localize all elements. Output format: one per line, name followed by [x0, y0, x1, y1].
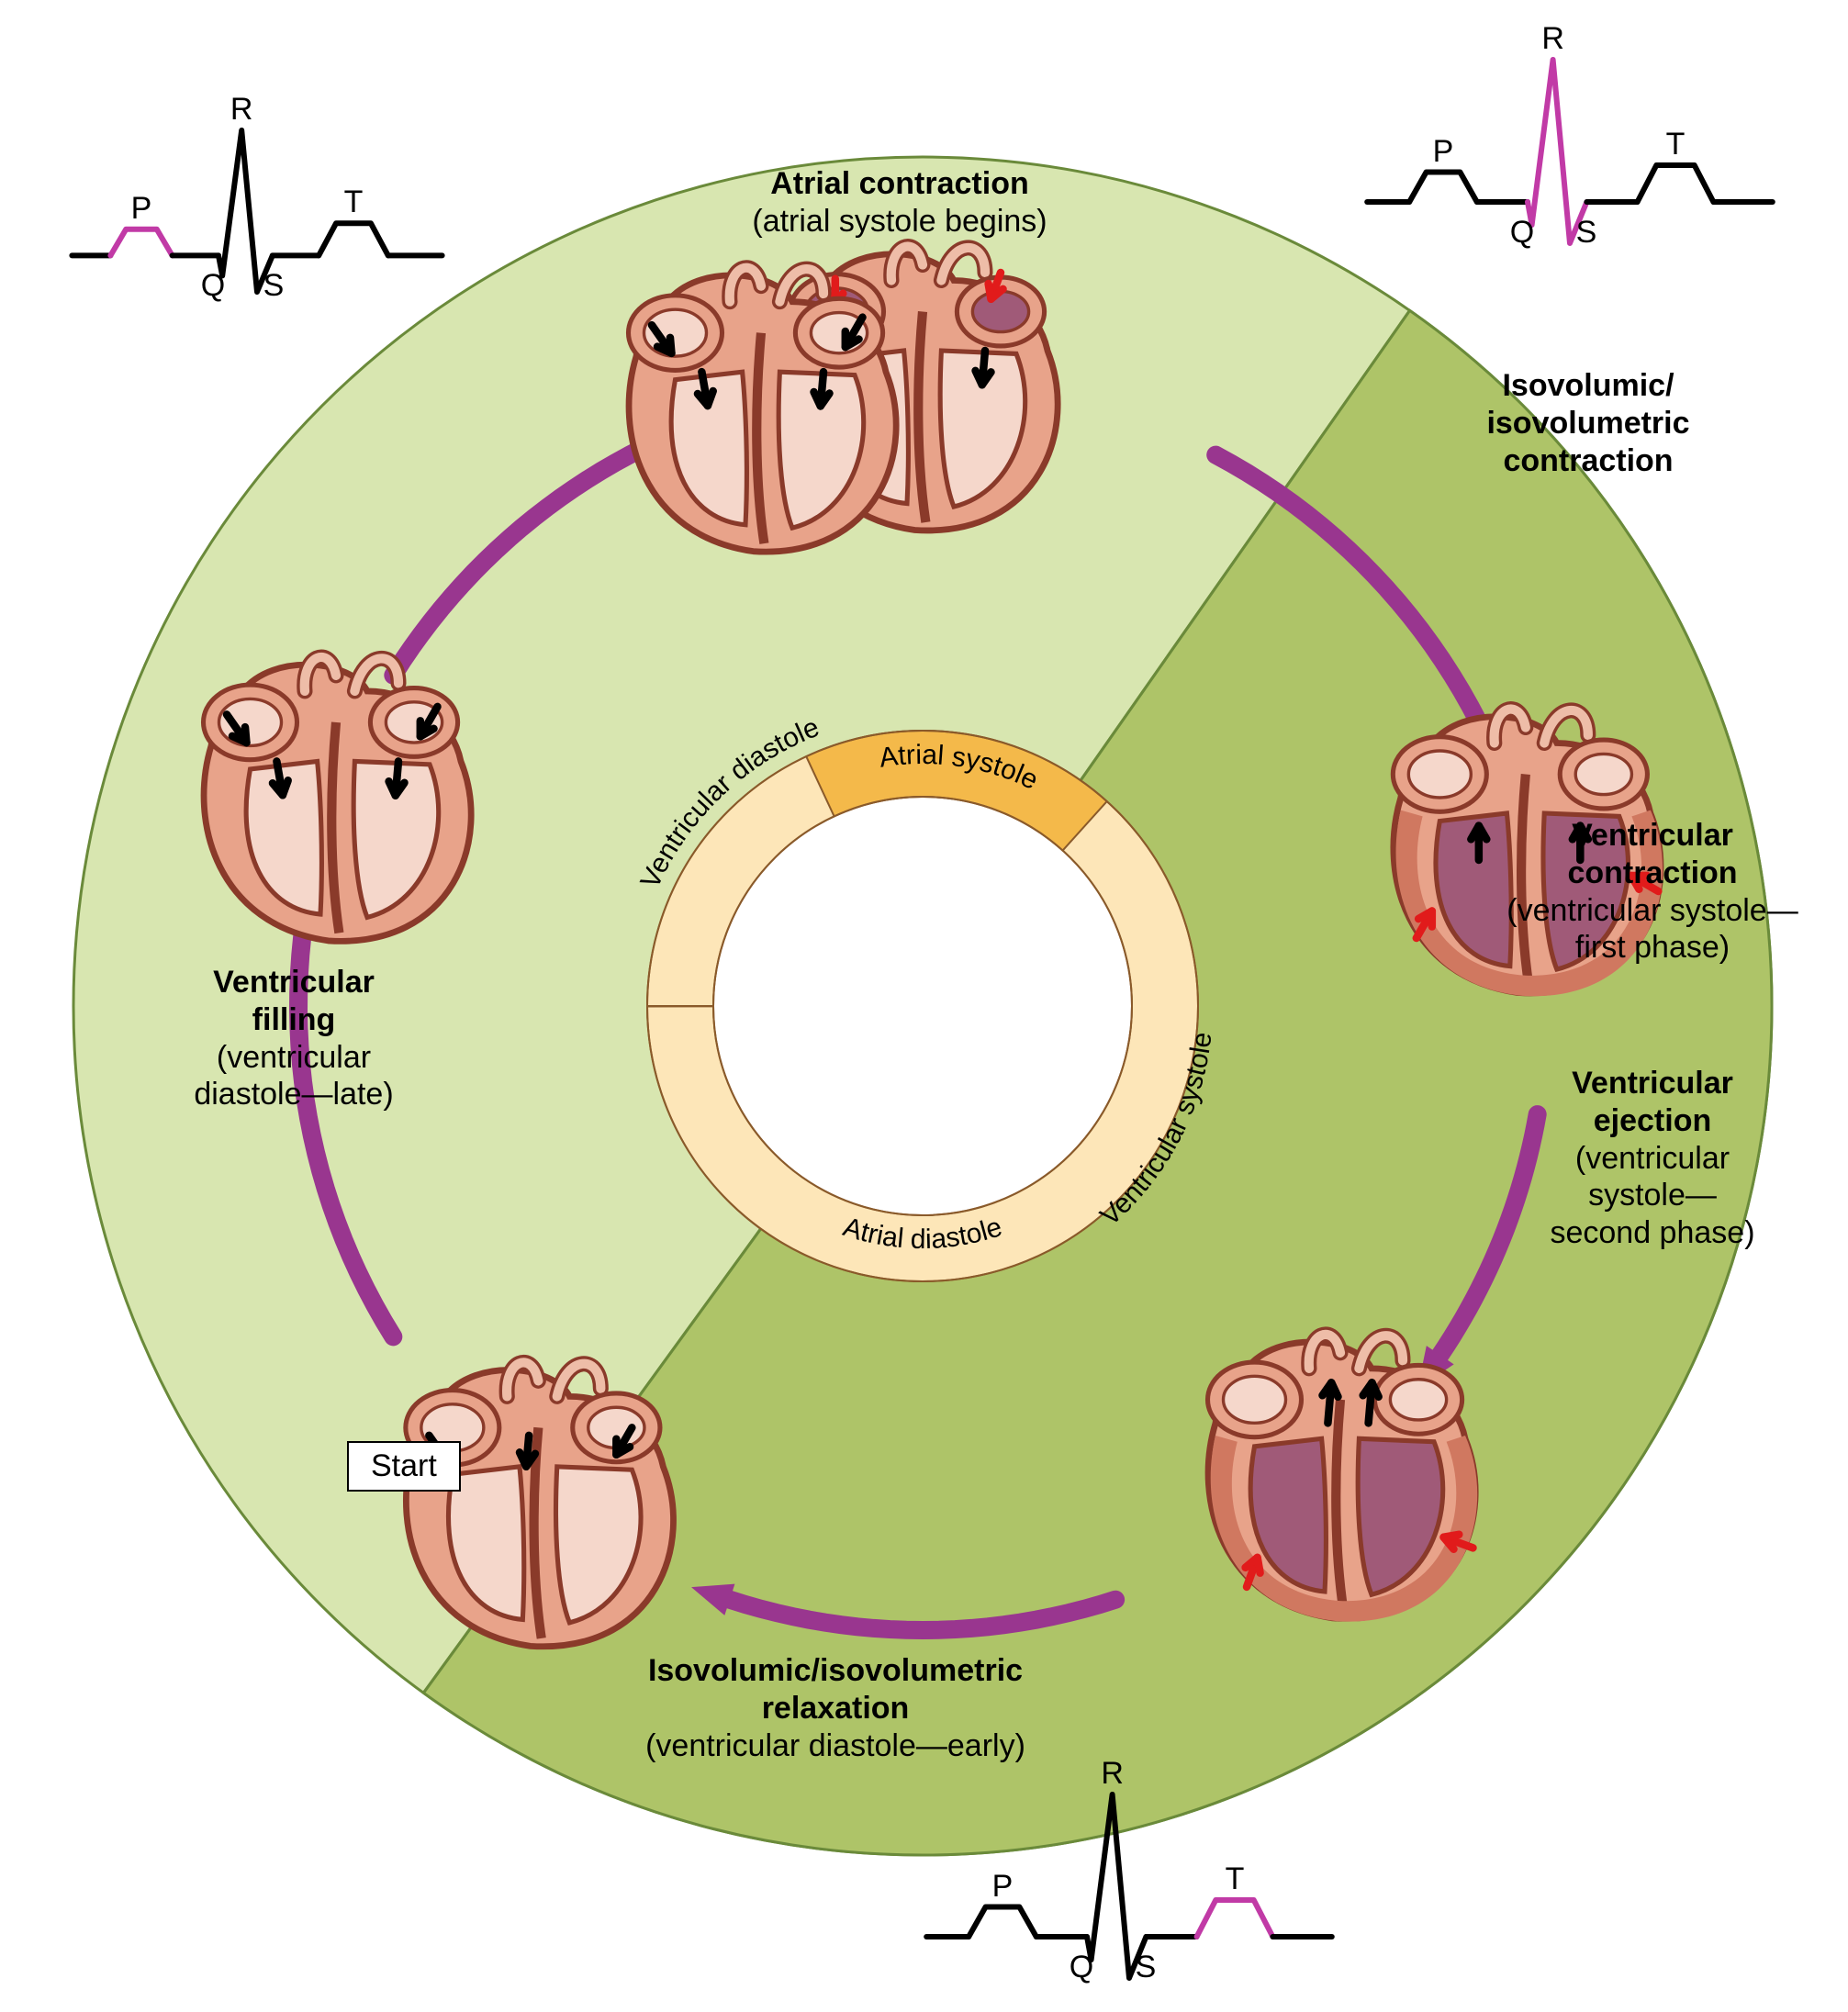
heart-ventricular-ejection [1208, 1335, 1478, 1622]
ecg-qrs-label-t: T [1666, 127, 1686, 162]
label-vent_ejection: Ventricularejection(ventricularsystole—s… [1478, 1065, 1827, 1252]
ecg-t-label-p: P [992, 1869, 1014, 1905]
ecg-p [64, 110, 450, 312]
heart-ventricular-filling-late [204, 657, 472, 941]
ecg-t-label-q: Q [1070, 1950, 1093, 1985]
ecg-qrs [1359, 37, 1781, 266]
heart-isovolumic-relaxation [406, 1362, 674, 1646]
ecg-p-label-p: P [131, 191, 152, 227]
ecg-qrs-label-s: S [1576, 215, 1597, 251]
cardiac-cycle-diagram: Atrial systoleAtrial diastoleVentricular… [0, 0, 1848, 2012]
ecg-p-label-s: S [263, 268, 285, 304]
ecg-qrs-label-q: Q [1510, 215, 1534, 251]
ecg-p-label-t: T [344, 184, 364, 220]
ecg-qrs-label-p: P [1433, 134, 1454, 170]
heart-ventricular-filling-early [629, 268, 897, 552]
label-sub: (ventricularsystole—second phase) [1478, 1140, 1827, 1252]
label-title: Ventricularcontraction [1460, 817, 1845, 892]
label-title: Isovolumic/isovolumetricrelaxation [532, 1652, 1138, 1727]
label-sub: (atrial systole begins) [661, 203, 1138, 240]
ecg-p-label-r: R [230, 92, 253, 128]
label-sub: (ventricular diastole—early) [532, 1727, 1138, 1765]
label-atrial_contraction: Atrial contraction(atrial systole begins… [661, 165, 1138, 240]
label-vent_filling: Ventricularfilling(ventriculardiastole—l… [129, 964, 459, 1113]
center-hole [713, 797, 1132, 1215]
ecg-qrs-label-r: R [1541, 21, 1564, 57]
ecg-t-label-s: S [1136, 1950, 1157, 1985]
label-title: Isovolumic/isovolumetriccontraction [1395, 367, 1781, 479]
label-sub: (ventriculardiastole—late) [129, 1039, 459, 1114]
label-iso_relaxation: Isovolumic/isovolumetricrelaxation(ventr… [532, 1652, 1138, 1764]
label-title: Atrial contraction [661, 165, 1138, 203]
label-title: Ventricularejection [1478, 1065, 1827, 1140]
ecg-p-label-q: Q [201, 268, 225, 304]
label-vent_contraction: Ventricularcontraction(ventricular systo… [1460, 817, 1845, 967]
ecg-t-label-r: R [1101, 1756, 1124, 1792]
label-title: Ventricularfilling [129, 964, 459, 1039]
label-sub: (ventricular systole—first phase) [1460, 892, 1845, 967]
ecg-t-label-t: T [1226, 1861, 1245, 1897]
ecg-t [918, 1772, 1340, 2001]
start-box: Start [347, 1441, 461, 1492]
label-iso_contraction: Isovolumic/isovolumetriccontraction [1395, 367, 1781, 479]
